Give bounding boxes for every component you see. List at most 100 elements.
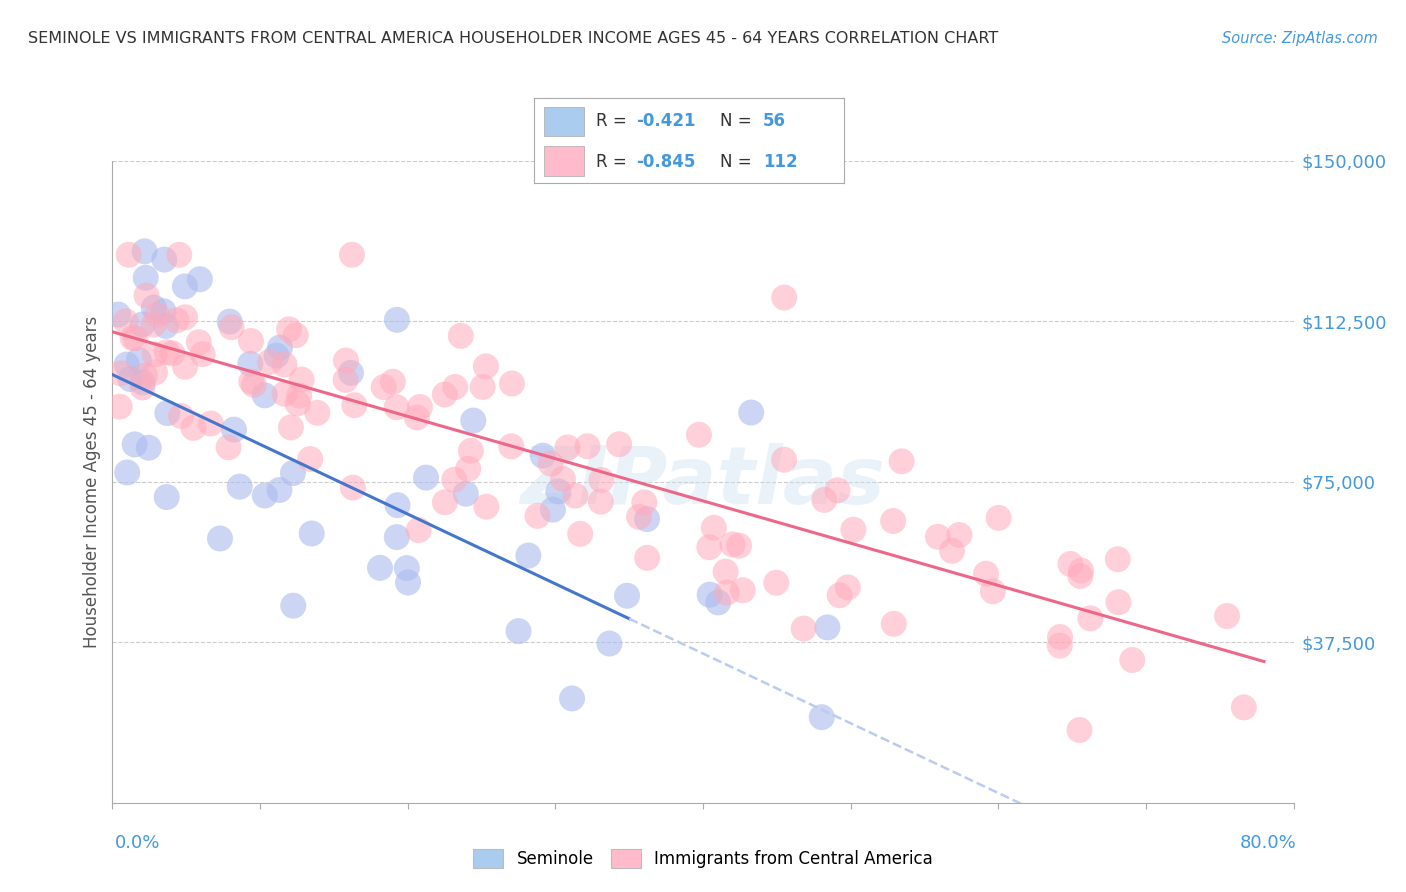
Point xyxy=(335,353,357,368)
Text: SEMINOLE VS IMMIGRANTS FROM CENTRAL AMERICA HOUSEHOLDER INCOME AGES 45 - 64 YEAR: SEMINOLE VS IMMIGRANTS FROM CENTRAL AMER… xyxy=(28,31,998,46)
Point xyxy=(259,355,281,369)
Point xyxy=(183,421,205,435)
Point xyxy=(239,357,262,371)
Point xyxy=(948,528,970,542)
Point xyxy=(273,386,295,401)
Point xyxy=(941,544,963,558)
Point xyxy=(508,624,530,639)
Point xyxy=(450,328,472,343)
Point xyxy=(240,375,263,389)
Point xyxy=(291,373,314,387)
Point xyxy=(1107,552,1129,566)
Point xyxy=(218,440,240,454)
Point xyxy=(138,441,160,455)
Point xyxy=(152,304,174,318)
Point xyxy=(167,248,190,262)
Point xyxy=(208,532,231,546)
Point xyxy=(385,313,408,327)
Text: -0.845: -0.845 xyxy=(637,153,696,170)
Point xyxy=(636,512,658,526)
Point xyxy=(385,530,408,544)
Point xyxy=(1107,595,1129,609)
Point xyxy=(253,388,276,402)
Point xyxy=(153,252,176,267)
Point xyxy=(156,345,179,359)
Point xyxy=(170,409,193,423)
Point xyxy=(335,373,357,387)
Point xyxy=(115,466,138,480)
Point xyxy=(135,270,157,285)
Point xyxy=(124,437,146,451)
Point xyxy=(222,423,245,437)
Point xyxy=(174,279,197,293)
Point xyxy=(1080,611,1102,625)
Point xyxy=(166,313,188,327)
Point xyxy=(475,500,498,514)
Point xyxy=(191,347,214,361)
Point xyxy=(526,508,548,523)
Point xyxy=(773,452,796,467)
Text: 0.0%: 0.0% xyxy=(115,834,160,852)
Point xyxy=(810,710,832,724)
Point xyxy=(146,308,169,322)
Point xyxy=(108,400,131,414)
Point xyxy=(728,539,751,553)
FancyBboxPatch shape xyxy=(544,146,583,176)
Point xyxy=(837,581,859,595)
Point xyxy=(187,335,209,350)
Point xyxy=(714,565,737,579)
Point xyxy=(408,523,430,537)
Point xyxy=(707,595,730,609)
Point xyxy=(815,620,838,634)
Point xyxy=(454,486,477,500)
Point xyxy=(765,575,787,590)
Point xyxy=(134,244,156,259)
Point xyxy=(561,691,583,706)
Point xyxy=(299,452,322,467)
Point xyxy=(471,380,494,394)
Point xyxy=(1233,700,1256,714)
Point xyxy=(433,387,456,401)
Text: R =: R = xyxy=(596,112,633,130)
Point xyxy=(813,492,835,507)
Point xyxy=(716,585,738,599)
Point xyxy=(842,523,865,537)
Point xyxy=(551,472,574,486)
Point xyxy=(557,441,579,455)
Point xyxy=(628,509,651,524)
Point xyxy=(541,502,564,516)
Point xyxy=(981,584,1004,599)
Point xyxy=(569,527,592,541)
Point xyxy=(501,376,523,391)
Point xyxy=(174,310,197,325)
Point xyxy=(409,400,432,414)
Point xyxy=(697,540,720,554)
Point xyxy=(721,537,744,551)
Legend: Seminole, Immigrants from Central America: Seminole, Immigrants from Central Americ… xyxy=(467,842,939,875)
Point xyxy=(132,376,155,390)
Point xyxy=(253,488,276,502)
Point xyxy=(1049,639,1071,653)
Point xyxy=(121,331,143,345)
Point xyxy=(118,248,141,262)
Point xyxy=(607,437,630,451)
Point xyxy=(200,417,222,431)
Point xyxy=(636,550,658,565)
Text: Source: ZipAtlas.com: Source: ZipAtlas.com xyxy=(1222,31,1378,46)
Point xyxy=(501,439,523,453)
FancyBboxPatch shape xyxy=(544,107,583,136)
Point xyxy=(406,410,429,425)
Point xyxy=(115,358,138,372)
Point xyxy=(827,483,849,498)
Point xyxy=(974,566,997,581)
Point xyxy=(699,588,721,602)
Point xyxy=(114,314,136,328)
Point xyxy=(547,484,569,499)
Point xyxy=(142,301,165,315)
Point xyxy=(828,588,851,602)
Point xyxy=(135,288,157,302)
Point xyxy=(688,427,710,442)
Point xyxy=(395,561,418,575)
Point xyxy=(340,248,363,262)
Text: 112: 112 xyxy=(763,153,797,170)
